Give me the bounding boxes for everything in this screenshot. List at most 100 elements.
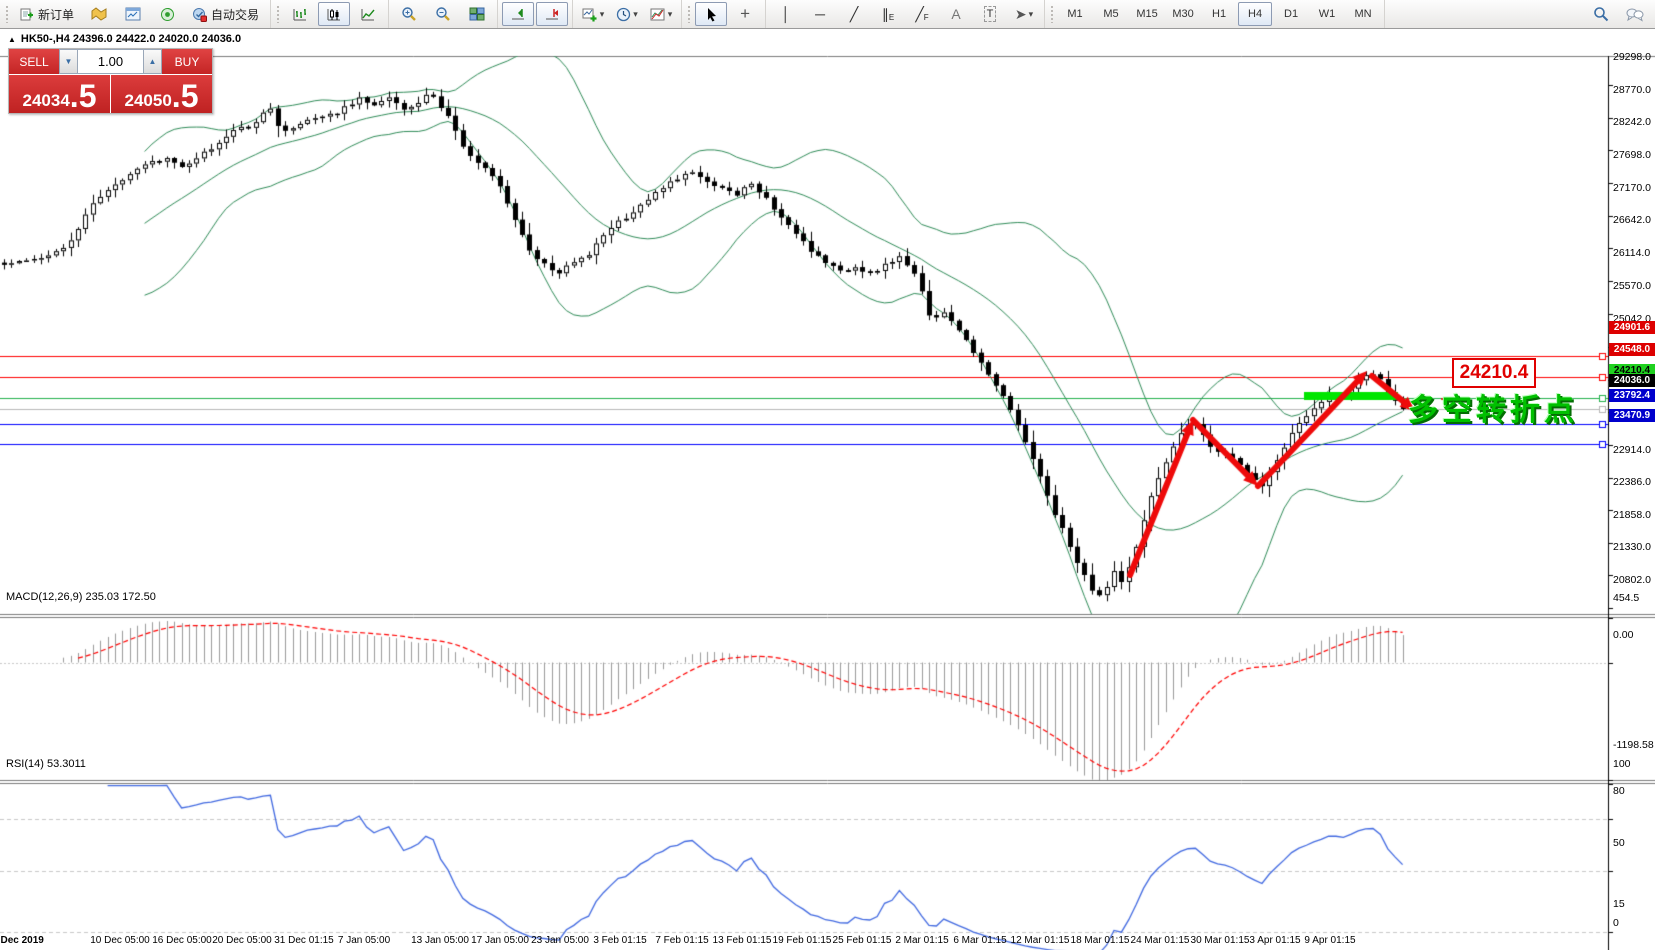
- time-axis-label: 16 Dec 05:00: [152, 935, 212, 946]
- collapse-panel-icon[interactable]: ▲: [8, 34, 16, 44]
- indicators-button[interactable]: ▾: [577, 2, 609, 26]
- time-axis-label: 3 Feb 01:15: [593, 935, 647, 946]
- toolbar-group-cursor: +: [682, 0, 767, 28]
- text-tool-button[interactable]: A: [940, 2, 972, 26]
- bar-chart-button[interactable]: [284, 2, 316, 26]
- buy-button[interactable]: BUY: [162, 49, 212, 74]
- chart-window-button[interactable]: [117, 2, 149, 26]
- horizontal-line-button[interactable]: ─: [804, 2, 836, 26]
- fibonacci-icon: ╱: [915, 6, 924, 22]
- macd-tick-label: -1198.58: [1613, 739, 1654, 751]
- autotrading-icon: [193, 7, 208, 22]
- time-axis-label: 19 Feb 01:15: [772, 935, 832, 946]
- arrows-dropdown-arrow[interactable]: ▾: [1028, 8, 1034, 19]
- templates-dropdown-arrow[interactable]: ▾: [667, 8, 673, 19]
- zoom-in-button[interactable]: [393, 2, 425, 26]
- toolbar-group-objects: ▾ ▾ ▾: [573, 0, 683, 28]
- signals-icon: [160, 7, 174, 21]
- channel-button[interactable]: ∥ E: [872, 2, 904, 26]
- chart-title-text: HK50-,H4 24396.0 24422.0 24020.0 24036.0: [20, 33, 242, 45]
- price-tick-label: 20802.0: [1613, 574, 1651, 586]
- time-axis-label: 18 Mar 01:15: [1070, 935, 1130, 946]
- autotrading-button[interactable]: 自动交易: [185, 2, 266, 26]
- search-button[interactable]: [1585, 2, 1617, 26]
- volume-input[interactable]: 1.00: [78, 49, 143, 74]
- timeframe-button-mn[interactable]: MN: [1354, 8, 1372, 20]
- volume-down-button[interactable]: ▼: [59, 49, 78, 74]
- price-chart-canvas[interactable]: [0, 28, 1655, 950]
- timeframe-button-m1[interactable]: M1: [1067, 8, 1083, 20]
- price-tick-label: 26642.0: [1613, 214, 1651, 227]
- periods-clock-icon: [617, 7, 631, 21]
- trendline-icon: ╱: [849, 6, 859, 22]
- timeframe-button-h4[interactable]: H4: [1238, 2, 1273, 26]
- chat-button[interactable]: [1619, 2, 1651, 26]
- auto-scroll-button[interactable]: [502, 2, 535, 26]
- price-callout-24210[interactable]: 24210.4: [1452, 358, 1536, 388]
- toolbar-grip: [276, 5, 282, 23]
- time-axis-label: 6 Mar 01:15: [953, 935, 1007, 946]
- sell-price-button[interactable]: 24034 .5: [9, 75, 110, 113]
- time-axis-label: 3 Apr 01:15: [1249, 935, 1301, 946]
- arrows-tool-icon: ➤: [1014, 6, 1027, 22]
- price-line-tag: 24548.0: [1609, 342, 1655, 356]
- sell-button[interactable]: SELL: [9, 49, 59, 74]
- time-axis-label: 10 Dec 05:00: [90, 935, 150, 946]
- new-order-icon: [20, 8, 33, 21]
- vertical-line-button[interactable]: │: [770, 2, 802, 26]
- time-axis-label: 7 Feb 01:15: [655, 935, 709, 946]
- profiles-button[interactable]: [83, 2, 115, 26]
- toolbar-grip: [687, 5, 693, 23]
- cursor-button[interactable]: [695, 2, 728, 26]
- trendline-button[interactable]: ╱: [838, 2, 870, 26]
- arrows-tool-button[interactable]: ➤ ▾: [1008, 2, 1040, 26]
- timeframe-button-w1[interactable]: W1: [1318, 8, 1336, 20]
- rsi-tick-label: 15: [1613, 897, 1625, 910]
- buy-price-button[interactable]: 24050 .5: [111, 75, 212, 113]
- timeframe-button-m15[interactable]: M15: [1136, 8, 1158, 20]
- annotation-text-cn[interactable]: 多空转折点: [1408, 394, 1578, 427]
- toolbar-group-timeframes: M1 M5 M15 M30 H1 H4 D1 W1 MN: [1045, 0, 1386, 28]
- signals-button[interactable]: [151, 2, 183, 26]
- price-line-tag: 24036.0: [1609, 374, 1655, 388]
- rsi-tick-label: 50: [1613, 837, 1625, 849]
- toolbar-group-order: 新订单 自动交易: [0, 0, 272, 28]
- time-axis-label: 2 Mar 01:15: [895, 935, 949, 946]
- volume-up-button[interactable]: ▲: [143, 49, 162, 74]
- time-axis-label: 24 Mar 01:15: [1130, 935, 1190, 946]
- timeframe-button-m5[interactable]: M5: [1103, 8, 1119, 20]
- timeframe-button-d1[interactable]: D1: [1284, 8, 1299, 20]
- macd-tick-label: 454.5: [1613, 592, 1640, 604]
- text-tool-icon: A: [951, 6, 961, 22]
- fibonacci-button[interactable]: ╱ F: [906, 2, 938, 26]
- crosshair-button[interactable]: +: [729, 2, 761, 26]
- time-axis-label: 4 Dec 2019: [0, 935, 44, 946]
- toolbar-group-chartmode: [271, 0, 390, 28]
- timeframe-button-h1[interactable]: H1: [1212, 8, 1227, 20]
- autotrading-label: 自动交易: [211, 7, 260, 22]
- new-order-button[interactable]: 新订单: [13, 2, 81, 26]
- zoom-out-button[interactable]: [427, 2, 459, 26]
- price-line-tag: 24901.6: [1609, 321, 1655, 335]
- chart-shift-button[interactable]: [536, 2, 569, 26]
- price-tick-label: 27698.0: [1613, 149, 1651, 162]
- rsi-indicator-label: RSI(14) 53.3011: [6, 758, 86, 770]
- search-icon: [1594, 7, 1609, 22]
- price-tick-label: 21858.0: [1613, 508, 1651, 521]
- templates-button[interactable]: ▾: [645, 2, 677, 26]
- price-tick-label: 22386.0: [1613, 476, 1651, 489]
- time-axis-label: 25 Feb 01:15: [832, 935, 892, 946]
- line-chart-button[interactable]: [352, 2, 384, 26]
- periods-button[interactable]: ▾: [611, 2, 643, 26]
- indicators-dropdown-arrow[interactable]: ▾: [599, 8, 605, 19]
- periods-dropdown-arrow[interactable]: ▾: [633, 8, 638, 19]
- time-axis-label: 13 Feb 01:15: [712, 935, 772, 946]
- toolbar-grip: [1050, 5, 1056, 23]
- label-tool-icon: T: [983, 6, 997, 22]
- candlestick-chart-button[interactable]: [318, 2, 351, 26]
- tile-windows-button[interactable]: [461, 2, 493, 26]
- label-tool-button[interactable]: T: [974, 2, 1006, 26]
- timeframe-button-m30[interactable]: M30: [1172, 8, 1194, 20]
- chart-canvas-area[interactable]: [0, 28, 1655, 950]
